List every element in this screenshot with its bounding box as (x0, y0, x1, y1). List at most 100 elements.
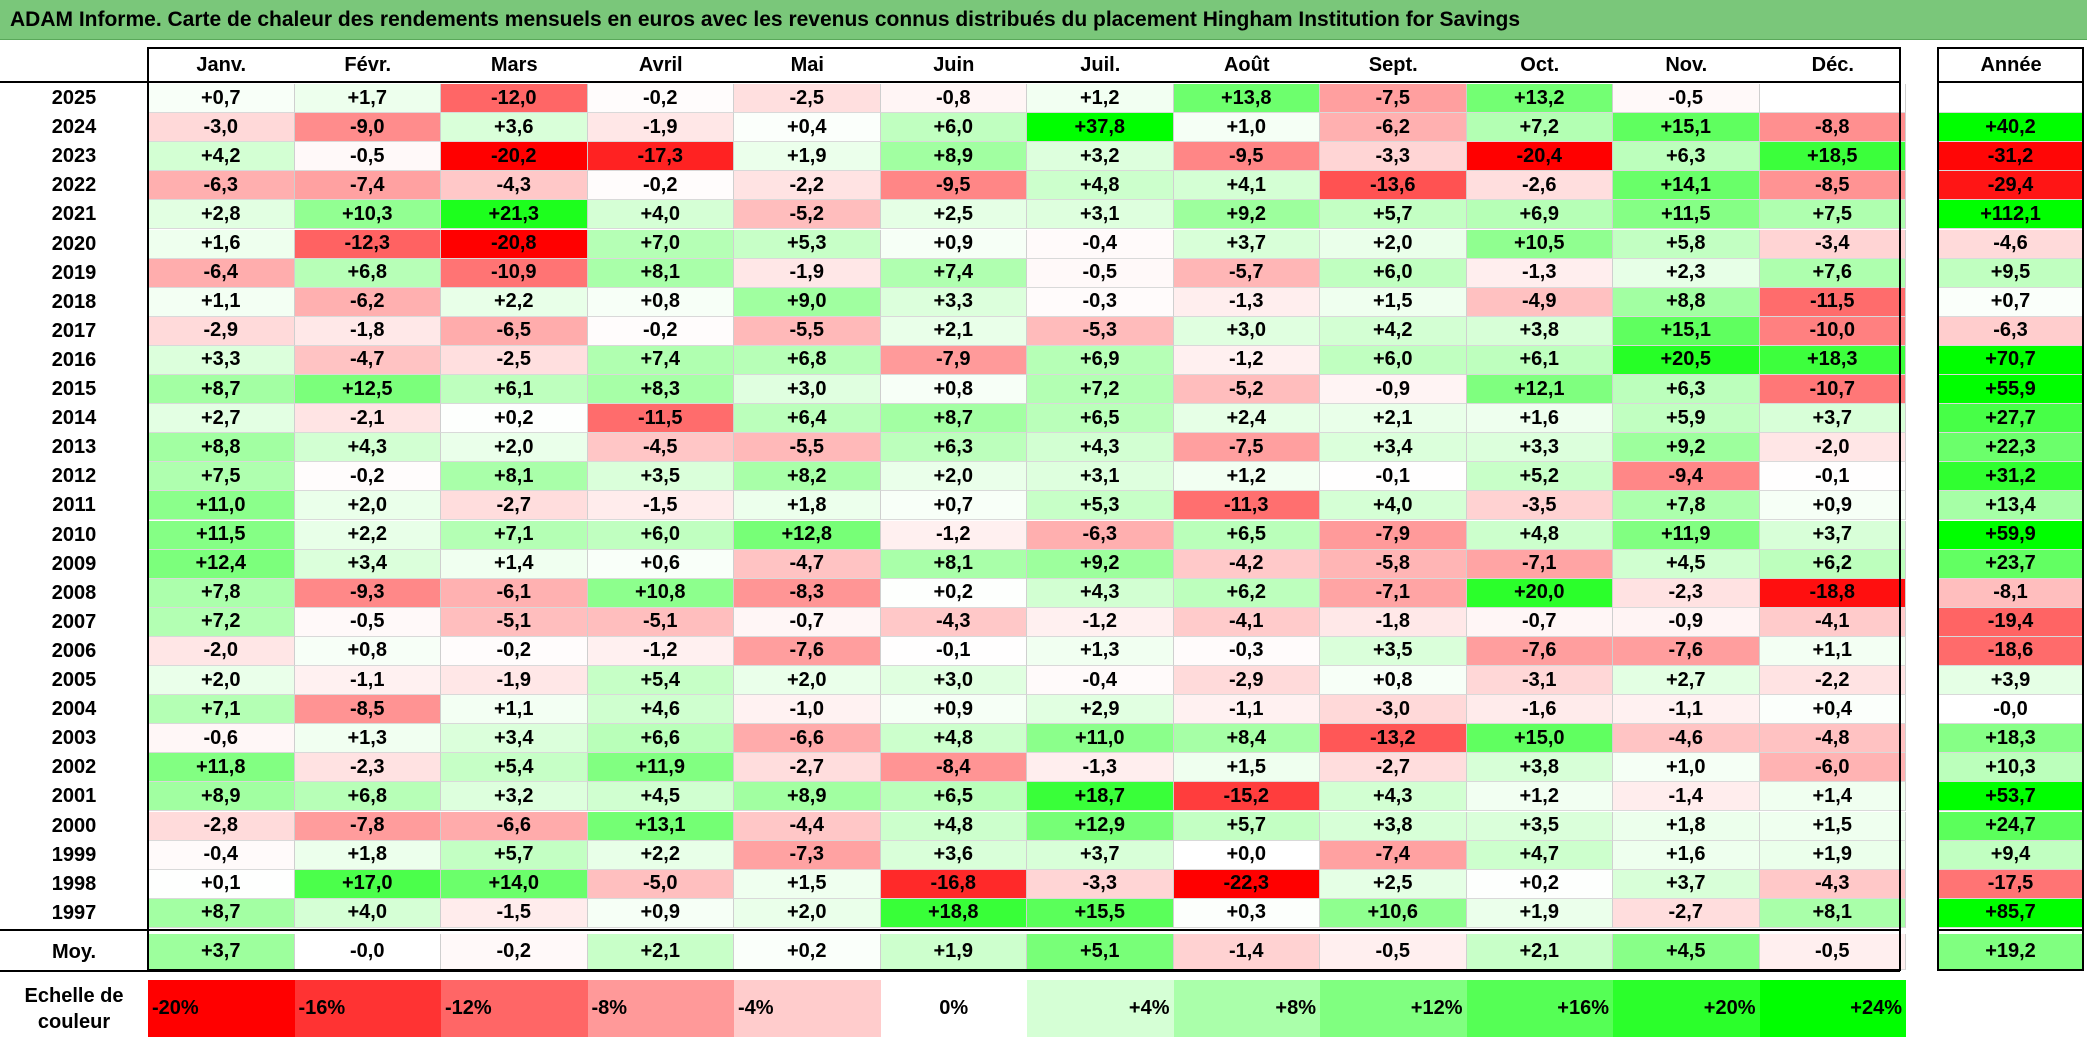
heatmap-cell: -6,5 (441, 316, 588, 346)
annual-average-separator (1938, 928, 2084, 931)
heatmap-cell: +3,1 (1027, 200, 1174, 230)
heatmap-cell: +8,1 (587, 258, 734, 288)
year-label: 2001 (51, 785, 97, 808)
heatmap-cell: -5,8 (1320, 549, 1467, 579)
heatmap-cell: -7,6 (1466, 636, 1613, 666)
heatmap-cell: +15,5 (1027, 898, 1174, 928)
average-cell: +5,1 (1027, 934, 1174, 970)
heatmap-cell: -2,7 (1320, 753, 1467, 783)
heatmap-cell: +1,2 (1173, 462, 1320, 492)
heatmap-cell: -0,2 (294, 462, 441, 492)
heatmap-cell: -2,7 (441, 491, 588, 521)
heatmap-cell: -0,7 (734, 607, 881, 637)
heatmap-cell: -4,1 (1759, 607, 1906, 637)
annual-cell: +112,1 (1938, 200, 2084, 230)
heatmap-cell: -18,8 (1759, 578, 1906, 608)
heatmap-cell: +1,1 (148, 287, 295, 317)
year-label: 2014 (51, 407, 97, 430)
heatmap-cell: -11,3 (1173, 491, 1320, 521)
heatmap-cell: +2,0 (1320, 229, 1467, 259)
heatmap-cell: +4,0 (294, 898, 441, 928)
heatmap-cell: -2,3 (1613, 578, 1760, 608)
heatmap-cell: +1,9 (734, 142, 881, 172)
heatmap-cell: -7,4 (294, 171, 441, 201)
heatmap-cell: +2,1 (1320, 404, 1467, 434)
heatmap-cell: -2,1 (294, 404, 441, 434)
annual-cell: +9,5 (1938, 258, 2084, 288)
heatmap-cell: +8,9 (880, 142, 1027, 172)
year-label: 2013 (51, 436, 97, 459)
heatmap-cell: +12,8 (734, 520, 881, 550)
heatmap-cell: +1,1 (1759, 636, 1906, 666)
heatmap-cell: +4,2 (148, 142, 295, 172)
heatmap-cell: +9,2 (1613, 433, 1760, 463)
heatmap-cell: +18,7 (1027, 782, 1174, 812)
heatmap-cell: +20,0 (1466, 578, 1613, 608)
heatmap-cell: +2,0 (294, 491, 441, 521)
heatmap-cell: -9,0 (294, 113, 441, 143)
heatmap-cell: -8,5 (1759, 171, 1906, 201)
average-cell: +2,1 (587, 934, 734, 970)
annual-cell (1938, 84, 2084, 114)
heatmap-cell: -0,2 (587, 171, 734, 201)
heatmap-cell: +4,3 (1027, 578, 1174, 608)
heatmap-cell: +2,5 (880, 200, 1027, 230)
heatmap-cell (1759, 84, 1906, 114)
heatmap-cell: -13,6 (1320, 171, 1467, 201)
heatmap-cell: +3,7 (1759, 404, 1906, 434)
heatmap-cell: +1,8 (1613, 811, 1760, 841)
month-header: Sept. (1368, 53, 1418, 76)
year-label: 2009 (51, 552, 97, 575)
heatmap-cell: +10,3 (294, 200, 441, 230)
heatmap-cell: -1,2 (1173, 345, 1320, 375)
heatmap-cell: +4,7 (1466, 840, 1613, 870)
heatmap-cell: -5,0 (587, 869, 734, 899)
heatmap-cell: -1,5 (587, 491, 734, 521)
heatmap-cell: -2,7 (734, 753, 881, 783)
heatmap-cell: -6,2 (1320, 113, 1467, 143)
annual-cell: +85,7 (1938, 898, 2084, 928)
annual-cell: -17,5 (1938, 869, 2084, 899)
average-annual-cell: +19,2 (1938, 934, 2084, 970)
heatmap-cell: +7,4 (880, 258, 1027, 288)
heatmap-cell: +18,5 (1759, 142, 1906, 172)
annual-cell: +59,9 (1938, 520, 2084, 550)
heatmap-cell: +11,0 (1027, 724, 1174, 754)
heatmap-cell: -10,0 (1759, 316, 1906, 346)
heatmap-cell: +1,1 (441, 695, 588, 725)
heatmap-cell: +8,8 (148, 433, 295, 463)
heatmap-cell: -0,5 (294, 142, 441, 172)
heatmap-cell: +2,0 (441, 433, 588, 463)
year-label: 2022 (51, 174, 97, 197)
heatmap-cell: +0,9 (1759, 491, 1906, 521)
year-label: 2007 (51, 610, 97, 633)
heatmap-cell: +0,9 (880, 229, 1027, 259)
heatmap-cell: +0,9 (587, 898, 734, 928)
heatmap-cell: -1,8 (294, 316, 441, 346)
heatmap-cell: +3,6 (441, 113, 588, 143)
heatmap-cell: +6,9 (1027, 345, 1174, 375)
heatmap-cell: -4,5 (587, 433, 734, 463)
heatmap-cell: +1,4 (441, 549, 588, 579)
heatmap-cell: -5,5 (734, 433, 881, 463)
heatmap-cell: +3,3 (148, 345, 295, 375)
heatmap-cell: -8,5 (294, 695, 441, 725)
heatmap-cell: -8,4 (880, 753, 1027, 783)
heatmap-cell: +3,7 (1759, 520, 1906, 550)
month-header: Juil. (1080, 53, 1121, 76)
annual-cell: -29,4 (1938, 171, 2084, 201)
heatmap-cell: +14,0 (441, 869, 588, 899)
year-label: 1997 (51, 901, 97, 924)
heatmap-cell: +0,6 (587, 549, 734, 579)
heatmap-cell: -0,2 (441, 636, 588, 666)
average-cell: -0,0 (294, 934, 441, 970)
heatmap-cell: -5,2 (1173, 375, 1320, 405)
annual-cell: +13,4 (1938, 491, 2084, 521)
heatmap-cell: -20,8 (441, 229, 588, 259)
heatmap-cell: +8,1 (1759, 898, 1906, 928)
heatmap-cell: -3,0 (148, 113, 295, 143)
heatmap-cell: -7,4 (1320, 840, 1467, 870)
heatmap-cell: +6,6 (587, 724, 734, 754)
heatmap-cell: +1,5 (734, 869, 881, 899)
heatmap-cell: +1,6 (1466, 404, 1613, 434)
